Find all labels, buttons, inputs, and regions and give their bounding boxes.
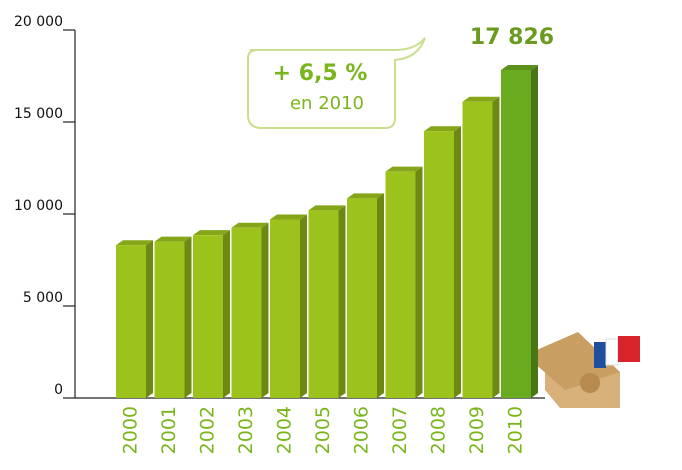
y-tick-label: 0 (54, 382, 63, 398)
bar-side (531, 65, 538, 398)
bar (501, 70, 531, 398)
bar (155, 242, 185, 398)
bar (270, 220, 300, 398)
bar-side (223, 230, 230, 398)
bar (463, 102, 493, 398)
x-tick-label: 2007 (389, 406, 411, 454)
bar-side (262, 223, 269, 398)
x-tick-label: 2009 (466, 406, 488, 454)
x-tick-label: 2001 (158, 406, 180, 454)
value-label: 17 826 (470, 25, 554, 50)
bar-side (146, 240, 153, 398)
flag-white (606, 339, 618, 365)
y-tick-label: 5 000 (23, 290, 63, 306)
x-tick-label: 2000 (120, 406, 142, 454)
flag-blue (594, 342, 606, 368)
bar-side (454, 126, 461, 398)
x-tick-label: 2008 (428, 406, 450, 454)
bar-side (377, 193, 384, 398)
x-tick-label: 2005 (312, 406, 334, 454)
annotation-title: + 6,5 % (273, 61, 368, 86)
house-icon (525, 332, 640, 408)
bar (309, 210, 339, 398)
bar (193, 235, 223, 398)
bar (386, 172, 416, 398)
bar-side (493, 97, 500, 398)
bar (347, 198, 377, 398)
house-hole (580, 373, 600, 393)
annotation-subtitle: en 2010 (290, 93, 364, 114)
bar (116, 245, 146, 398)
bar-side (300, 215, 307, 398)
bar-side (339, 205, 346, 398)
bar (232, 228, 262, 398)
y-tick-label: 10 000 (14, 198, 63, 214)
y-tick-label: 15 000 (14, 106, 63, 122)
x-tick-label: 2006 (351, 406, 373, 454)
flag-red (618, 336, 640, 362)
y-tick-label: 20 000 (14, 14, 63, 30)
bar-side (416, 167, 423, 398)
bar-side (185, 237, 192, 398)
x-tick-label: 2003 (235, 406, 257, 454)
bar (424, 131, 454, 398)
x-tick-label: 2002 (197, 406, 219, 454)
x-tick-label: 2010 (505, 406, 527, 454)
chart: + 6,5 % en 2010 0 5 000 10 000 15 000 20 000… (0, 0, 682, 470)
x-tick-label: 2004 (274, 406, 296, 454)
